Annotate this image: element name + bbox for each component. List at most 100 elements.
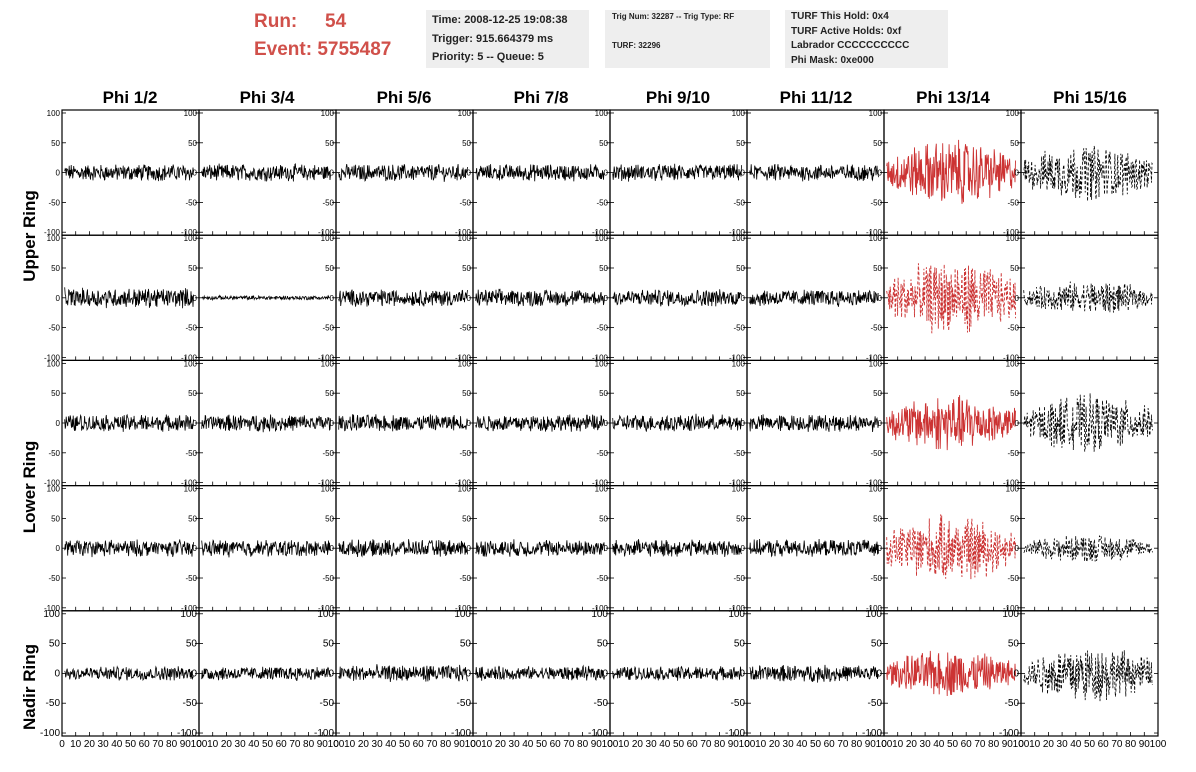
waveform-trace xyxy=(475,288,605,308)
trigger-line: Trigger: 915.664379 ms xyxy=(432,32,554,45)
x-tick-label: 50 xyxy=(125,739,137,750)
priority-line: Priority: 5 -- Queue: 5 xyxy=(432,51,544,63)
y-tick-label: 0 xyxy=(193,419,198,428)
waveform-trace xyxy=(749,414,879,433)
y-tick-label: 100 xyxy=(47,485,61,494)
y-tick-label: -100 xyxy=(592,604,609,613)
y-tick-label: 100 xyxy=(321,109,335,118)
x-tick-label: 90 xyxy=(454,739,466,750)
x-tick-label: 30 xyxy=(783,739,795,750)
y-tick-label: 0 xyxy=(193,169,198,178)
y-tick-label: -50 xyxy=(322,449,334,458)
x-tick-label: 10 xyxy=(755,739,767,750)
y-tick-label: -100 xyxy=(729,228,746,237)
y-tick-label: -100 xyxy=(592,353,609,362)
y-tick-label: -50 xyxy=(185,198,197,207)
waveform-panel xyxy=(1020,359,1159,487)
waveform-trace xyxy=(338,289,468,307)
x-tick-label: 10 xyxy=(481,739,493,750)
x-tick-label: 60 xyxy=(824,739,836,750)
x-tick-label: 100 xyxy=(465,739,482,750)
x-tick-label: 50 xyxy=(1084,739,1096,750)
y-tick-label: -50 xyxy=(322,574,334,583)
waveform-trace xyxy=(201,163,331,182)
x-tick-label: 20 xyxy=(358,739,370,750)
waveform-trace xyxy=(64,665,194,682)
y-tick-label: -100 xyxy=(592,228,609,237)
y-tick-label: -100 xyxy=(44,228,61,237)
x-tick-label: 80 xyxy=(577,739,589,750)
y-tick-label: 100 xyxy=(47,109,61,118)
y-tick-label: -50 xyxy=(185,449,197,458)
x-tick-label: 80 xyxy=(988,739,1000,750)
y-tick-label: -50 xyxy=(48,324,60,333)
x-tick-label: 80 xyxy=(851,739,863,750)
x-tick-label: 90 xyxy=(728,739,740,750)
y-tick-label: -100 xyxy=(866,228,883,237)
y-tick-label: 100 xyxy=(458,485,472,494)
y-tick-label: 0 xyxy=(878,294,883,303)
x-tick-label: 20 xyxy=(221,739,233,750)
x-tick-label: 90 xyxy=(317,739,329,750)
y-tick-label: -100 xyxy=(866,479,883,488)
y-tick-label: -50 xyxy=(459,324,471,333)
y-tick-label: 0 xyxy=(604,169,609,178)
labrador-line: Labrador CCCCCCCCCC xyxy=(791,40,910,51)
phi-column-label: Phi 13/14 xyxy=(916,88,990,107)
x-tick-label: 60 xyxy=(413,739,425,750)
y-tick-label: 100 xyxy=(869,485,883,494)
waveform-trace xyxy=(201,539,331,558)
y-tick-label: 100 xyxy=(321,485,335,494)
y-tick-label: -50 xyxy=(596,574,608,583)
y-tick-label: 0 xyxy=(330,169,335,178)
waveform-trace xyxy=(201,294,331,302)
y-tick-label: -50 xyxy=(459,198,471,207)
y-tick-label: 50 xyxy=(1010,264,1019,273)
y-tick-label: -50 xyxy=(48,449,60,458)
x-tick-label: 30 xyxy=(1057,739,1069,750)
y-tick-label: 0 xyxy=(330,294,335,303)
y-tick-label: -100 xyxy=(44,604,61,613)
y-tick-label: 0 xyxy=(1015,169,1020,178)
y-tick-label: 0 xyxy=(876,668,882,679)
waveform-trace xyxy=(612,289,742,308)
y-tick-label: 100 xyxy=(317,609,334,620)
waveform-trace xyxy=(612,163,742,182)
y-tick-label: 0 xyxy=(56,544,61,553)
waveform-trace xyxy=(612,413,742,432)
x-tick-label: 70 xyxy=(700,739,712,750)
run-value: 54 xyxy=(325,11,347,32)
x-tick-label: 90 xyxy=(591,739,603,750)
y-tick-label: -100 xyxy=(181,479,198,488)
x-tick-label: 0 xyxy=(881,739,887,750)
x-tick-label: 90 xyxy=(180,739,192,750)
x-tick-label: 50 xyxy=(536,739,548,750)
x-tick-label: 80 xyxy=(166,739,178,750)
y-tick-label: -100 xyxy=(1003,353,1020,362)
y-tick-label: 50 xyxy=(736,514,745,523)
waveform-trace xyxy=(749,664,879,683)
y-tick-label: 100 xyxy=(47,234,61,243)
y-tick-label: 100 xyxy=(865,609,882,620)
x-tick-label: 40 xyxy=(111,739,123,750)
y-tick-label: -100 xyxy=(729,604,746,613)
y-tick-label: 50 xyxy=(873,389,882,398)
x-tick-label: 100 xyxy=(1150,739,1167,750)
y-tick-label: 0 xyxy=(467,294,472,303)
y-tick-label: 0 xyxy=(604,294,609,303)
y-tick-label: 100 xyxy=(184,234,198,243)
y-tick-label: 100 xyxy=(732,359,746,368)
y-tick-label: -50 xyxy=(1007,324,1019,333)
y-tick-label: -50 xyxy=(48,198,60,207)
x-tick-label: 10 xyxy=(70,739,82,750)
y-tick-label: 100 xyxy=(869,359,883,368)
x-tick-label: 40 xyxy=(933,739,945,750)
x-tick-label: 60 xyxy=(276,739,288,750)
event-value: 5755487 xyxy=(317,39,392,60)
y-tick-label: 50 xyxy=(873,514,882,523)
y-tick-label: -50 xyxy=(596,324,608,333)
x-tick-label: 20 xyxy=(84,739,96,750)
x-tick-label: 0 xyxy=(333,739,339,750)
y-tick-label: 0 xyxy=(467,419,472,428)
y-tick-label: 50 xyxy=(597,639,609,650)
